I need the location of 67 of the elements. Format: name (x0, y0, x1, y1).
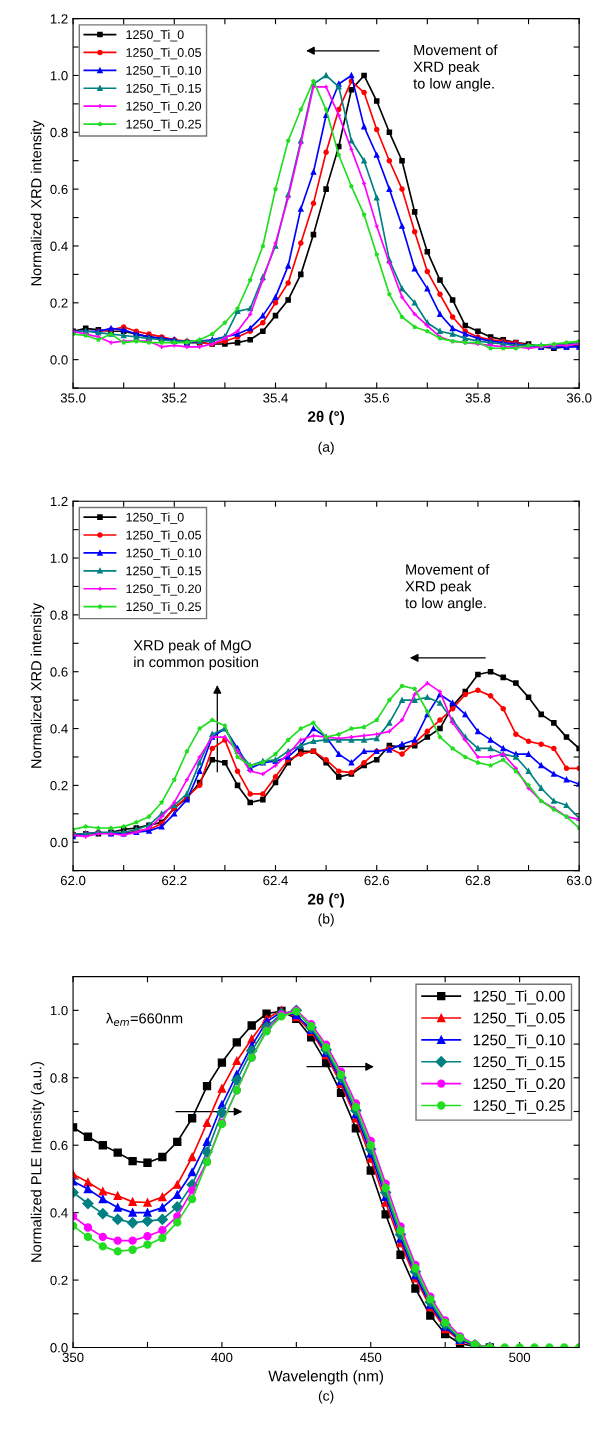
y-tick-label: 0.2 (50, 298, 68, 308)
y-tick-label: 1.0 (50, 1005, 68, 1016)
x-tick-label: 63.0 (566, 875, 592, 886)
y-tick-label: 1.2 (50, 14, 68, 24)
x-axis-title: 2θ (°) (308, 893, 344, 908)
x-tick-label: 62.2 (162, 875, 187, 886)
legend-label: 1250_Ti_0.20 (473, 1077, 565, 1092)
y-axis-title: Normalized PLE Intensity (a.u.) (30, 1062, 45, 1262)
y-tick-label: 0.8 (50, 127, 68, 138)
legend-label: 1250_Ti_0.05 (126, 47, 202, 60)
y-tick-label: 0.4 (50, 241, 68, 251)
x-tick-label: 500 (509, 1352, 531, 1363)
y-tick-label: 0.8 (50, 610, 68, 620)
legend-label: 1250_Ti_0 (126, 512, 184, 524)
legend-label: 1250_Ti_0.10 (126, 548, 202, 560)
y-tick-label: 1.0 (50, 71, 68, 81)
x-tick-label: 62.0 (60, 875, 86, 886)
x-axis-title: 2θ (°) (308, 410, 344, 426)
text: (a) (318, 441, 334, 455)
y-tick-label: 0.2 (50, 1275, 68, 1285)
legend-label: 1250_Ti_0.15 (126, 83, 202, 96)
x-tick-label: 35.2 (161, 393, 187, 403)
legend-label: 1250_Ti_0.00 (473, 990, 565, 1005)
y-tick-label: 1.0 (50, 553, 68, 563)
y-axis-title: Normalized XRD intensity (30, 120, 45, 286)
legend-label: 1250_Ti_0.10 (473, 1034, 565, 1049)
x-tick-label: 35.4 (263, 393, 288, 403)
x-tick-label: 350 (62, 1352, 84, 1363)
x-tick-label: 62.8 (465, 875, 491, 886)
y-tick-label: 0.2 (50, 780, 68, 791)
x-tick-label: 450 (360, 1352, 382, 1363)
legend-label: 1250_Ti_0 (126, 29, 184, 42)
y-tick-label: 1.2 (50, 496, 68, 506)
x-tick-label: 35.6 (364, 393, 389, 403)
y-tick-label: 0.6 (50, 1140, 68, 1151)
text: (b) (318, 913, 334, 927)
y-tick-label: 0.6 (50, 667, 68, 677)
legend-label: 1250_Ti_0.20 (126, 101, 202, 114)
y-tick-label: 0.0 (50, 1343, 68, 1353)
y-tick-label: 0.0 (50, 355, 68, 365)
annotation: XRD peak of MgO in common position (133, 639, 258, 671)
legend-label: 1250_Ti_0.25 (473, 1099, 565, 1114)
x-tick-label: 36.0 (566, 393, 592, 403)
y-tick-label: 0.4 (50, 724, 68, 734)
x-tick-label: 62.4 (263, 875, 288, 886)
y-axis-title: Normalized XRD intensity (30, 602, 45, 768)
legend-label: 1250_Ti_0.15 (126, 566, 202, 578)
annotation: λ$_{em}$=660nm (106, 1012, 183, 1026)
x-tick-label: 62.6 (364, 875, 389, 886)
text: (c) (318, 1390, 334, 1404)
y-tick-label: 0.4 (50, 1208, 68, 1218)
legend-label: 1250_Ti_0.10 (126, 65, 202, 78)
x-axis-title: Wavelength (nm) (268, 1370, 384, 1385)
legend-label: 1250_Ti_0.05 (473, 1012, 565, 1027)
annotation: Movement of XRD peak to low angle. (413, 44, 498, 92)
legend-label: 1250_Ti_0.20 (126, 584, 202, 596)
y-tick-label: 0.0 (50, 837, 68, 848)
x-tick-label: 35.8 (465, 393, 491, 403)
legend-label: 1250_Ti_0.25 (126, 119, 202, 131)
y-tick-label: 0.8 (50, 1073, 68, 1083)
legend-label: 1250_Ti_0.25 (126, 601, 202, 614)
legend-label: 1250_Ti_0.15 (473, 1056, 565, 1071)
annotation: Movement of XRD peak to low angle. (405, 564, 490, 612)
y-tick-label: 0.6 (50, 184, 68, 195)
x-tick-label: 400 (211, 1352, 233, 1363)
x-tick-label: 35.0 (60, 393, 86, 403)
legend-label: 1250_Ti_0.05 (126, 530, 202, 542)
